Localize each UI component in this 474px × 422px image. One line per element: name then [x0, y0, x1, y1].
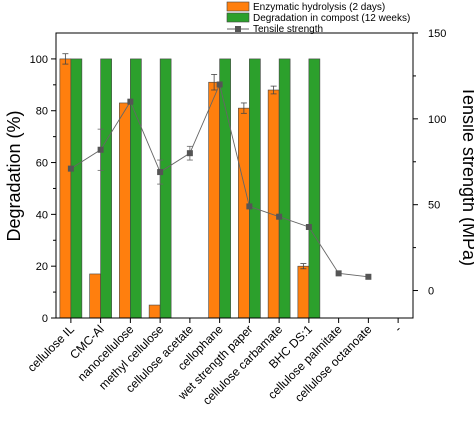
bar-enzymatic-1 — [89, 273, 101, 319]
y-tick-label: 20 — [36, 261, 48, 273]
bar-compost-5 — [219, 58, 231, 319]
y-tick-label: 0 — [42, 313, 48, 325]
y2-tick-label: 100 — [428, 114, 446, 126]
tensile-point-3 — [157, 169, 164, 176]
bar-enzymatic-5 — [208, 81, 220, 319]
bar-enzymatic-7 — [267, 89, 280, 319]
bar-compost-7 — [278, 58, 291, 319]
bar-compost-2 — [130, 58, 142, 319]
bar-compost-1 — [100, 58, 112, 319]
bar-enzymatic-8 — [297, 265, 310, 319]
bar-compost-6 — [249, 58, 261, 319]
tensile-line — [67, 81, 372, 280]
bar-enzymatic-0 — [59, 58, 72, 319]
x-tick-label: - — [392, 322, 405, 335]
y-tick-label: 40 — [36, 209, 48, 221]
tensile-point-0 — [67, 165, 74, 172]
legend-label-0: Enzymatic hydrolysis (2 days) — [253, 2, 385, 13]
legend-swatch-0 — [226, 1, 250, 12]
legend: Enzymatic hydrolysis (2 days)Degradation… — [226, 1, 410, 35]
y-tick-label: 80 — [36, 106, 48, 118]
legend-marker — [235, 26, 241, 32]
y2-tick-label: 0 — [428, 286, 434, 298]
bar-compost-8 — [308, 58, 321, 319]
tensile-point-1 — [97, 146, 104, 153]
tensile-point-5 — [216, 81, 223, 88]
legend-swatch-1 — [226, 12, 250, 23]
bars — [59, 53, 321, 319]
bar-enzymatic-6 — [238, 107, 250, 319]
y2-tick-label: 150 — [428, 28, 446, 40]
legend-label-tensile: Tensile strength — [253, 24, 323, 35]
tensile-point-6 — [246, 203, 253, 210]
y-tick-label: 100 — [30, 54, 48, 66]
y2-axis-label: Tensile strength (MPa) — [459, 86, 474, 266]
tensile-point-8 — [305, 224, 312, 231]
tensile-point-10 — [365, 273, 372, 280]
y-axis-label: Degradation (%) — [4, 110, 24, 241]
legend-label-1: Degradation in compost (12 weeks) — [253, 13, 410, 24]
tensile-point-7 — [276, 213, 283, 220]
plot-frame — [55, 32, 414, 319]
bar-enzymatic-2 — [119, 102, 131, 319]
bar-enzymatic-3 — [148, 304, 161, 319]
x-tick-label: cellulose IL — [25, 322, 78, 375]
bar-compost-0 — [70, 58, 83, 319]
tensile-point-9 — [335, 270, 342, 277]
tensile-point-4 — [186, 150, 193, 157]
bar-compost-3 — [159, 58, 172, 319]
y-tick-label: 60 — [36, 158, 48, 170]
y2-tick-label: 50 — [428, 200, 440, 212]
tensile-point-2 — [127, 98, 134, 105]
